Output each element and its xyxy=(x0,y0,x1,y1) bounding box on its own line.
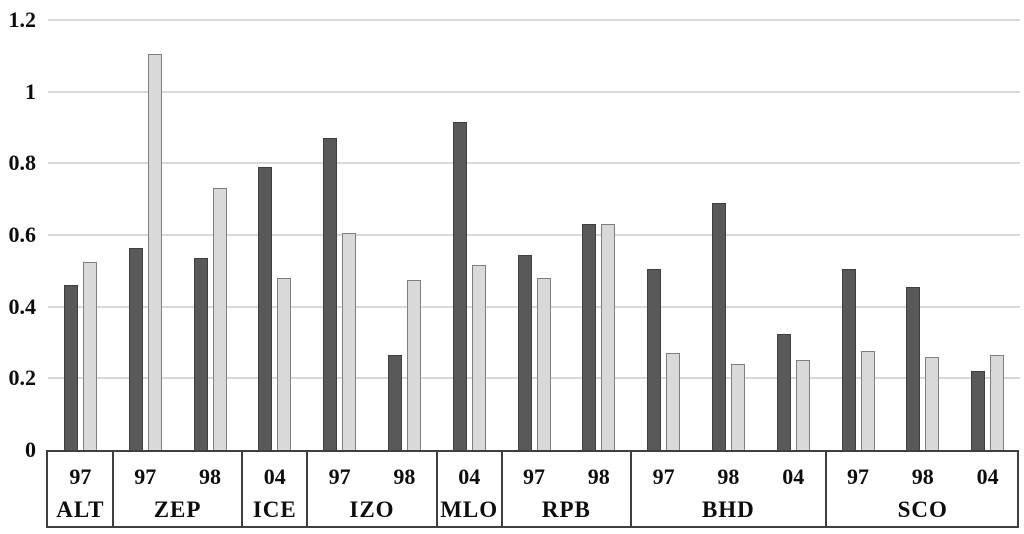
y-axis-tick-label: 0.8 xyxy=(8,150,37,176)
bar-dark-SCO-97 xyxy=(841,269,856,450)
x-axis-year-label: 98 xyxy=(911,464,934,489)
x-axis-year-label: 98 xyxy=(198,464,221,489)
x-axis-station-label: SCO xyxy=(897,497,948,522)
gridline xyxy=(48,90,1020,93)
x-axis-station-label: ALT xyxy=(56,497,105,522)
bar-dark-RPB-97 xyxy=(517,255,532,450)
bar-dark-SCO-98 xyxy=(906,287,921,450)
x-axis-year-label: 97 xyxy=(522,464,545,489)
x-axis-station-label: ZEP xyxy=(153,497,202,522)
bar-light-ZEP-97 xyxy=(147,54,162,450)
y-axis-tick-label: 0.6 xyxy=(8,222,37,247)
x-axis-year-label: 04 xyxy=(263,464,286,489)
x-axis-group-divider xyxy=(500,450,503,528)
x-axis-table xyxy=(46,450,1019,528)
bar-dark-IZO-98 xyxy=(387,355,402,450)
x-axis-year-label: 98 xyxy=(393,464,416,489)
x-axis-year-label: 04 xyxy=(458,464,481,489)
bar-light-RPB-98 xyxy=(601,224,616,450)
x-axis-station-label: IZO xyxy=(349,497,395,522)
bar-dark-IZO-97 xyxy=(323,138,338,450)
gridline xyxy=(48,19,1020,21)
x-axis-group-divider xyxy=(435,450,438,528)
bar-light-SCO-97 xyxy=(860,351,875,450)
bar-dark-RPB-98 xyxy=(582,224,597,450)
bar-light-SCO-04 xyxy=(990,355,1005,450)
y-axis-tick-label: 1 xyxy=(25,78,36,104)
x-axis-station-label: BHD xyxy=(701,497,755,522)
bar-dark-BHD-98 xyxy=(711,203,726,450)
bar-light-IZO-97 xyxy=(342,233,357,450)
bar-light-BHD-04 xyxy=(795,360,810,450)
bar-dark-ZEP-98 xyxy=(193,258,208,450)
bar-light-MLO-04 xyxy=(471,265,486,450)
bar-dark-ZEP-97 xyxy=(128,248,143,450)
bar-light-ICE-04 xyxy=(277,278,292,450)
gridline xyxy=(48,234,1020,236)
x-axis-year-label: 98 xyxy=(717,464,740,489)
x-axis-group-divider xyxy=(630,450,633,528)
x-axis-station-label: RPB xyxy=(541,497,591,522)
x-axis-year-label: 97 xyxy=(328,464,351,489)
bar-light-BHD-98 xyxy=(730,364,745,450)
bar-dark-BHD-97 xyxy=(647,269,662,450)
bar-light-ALT-97 xyxy=(82,262,97,450)
bar-dark-BHD-04 xyxy=(776,334,791,450)
bar-light-ZEP-98 xyxy=(212,188,227,450)
bar-dark-SCO-04 xyxy=(971,371,986,450)
x-axis-year-label: 04 xyxy=(976,464,999,489)
x-axis-year-label: 98 xyxy=(587,464,610,489)
x-axis-year-label: 04 xyxy=(782,464,805,489)
x-axis-year-label: 97 xyxy=(652,464,675,489)
x-axis-station-label: ICE xyxy=(252,497,297,522)
x-axis-group-divider xyxy=(824,450,827,528)
bar-light-RPB-97 xyxy=(536,278,551,450)
bar-light-SCO-98 xyxy=(925,357,940,450)
gridline xyxy=(48,305,1020,308)
gridline xyxy=(48,162,1020,165)
x-axis-group-divider xyxy=(241,450,244,528)
gridline xyxy=(48,377,1020,380)
x-axis-station-label: MLO xyxy=(440,497,499,522)
bar-light-IZO-98 xyxy=(406,280,421,450)
x-axis-group-divider xyxy=(306,450,309,528)
y-axis-tick-label: 0.2 xyxy=(8,365,37,391)
y-axis-tick-label: 0.4 xyxy=(8,293,37,319)
bar-dark-ICE-04 xyxy=(258,167,273,450)
y-axis-tick-label: 1.2 xyxy=(8,7,37,32)
x-axis-group-divider xyxy=(111,450,114,528)
y-axis-tick-label: 0 xyxy=(25,437,36,462)
bar-light-BHD-97 xyxy=(666,353,681,450)
x-axis-year-label: 97 xyxy=(846,464,869,489)
x-axis-year-label: 97 xyxy=(134,464,157,489)
x-axis-year-label: 97 xyxy=(69,464,92,489)
bar-dark-ALT-97 xyxy=(63,285,78,450)
bar-dark-MLO-04 xyxy=(452,122,467,450)
